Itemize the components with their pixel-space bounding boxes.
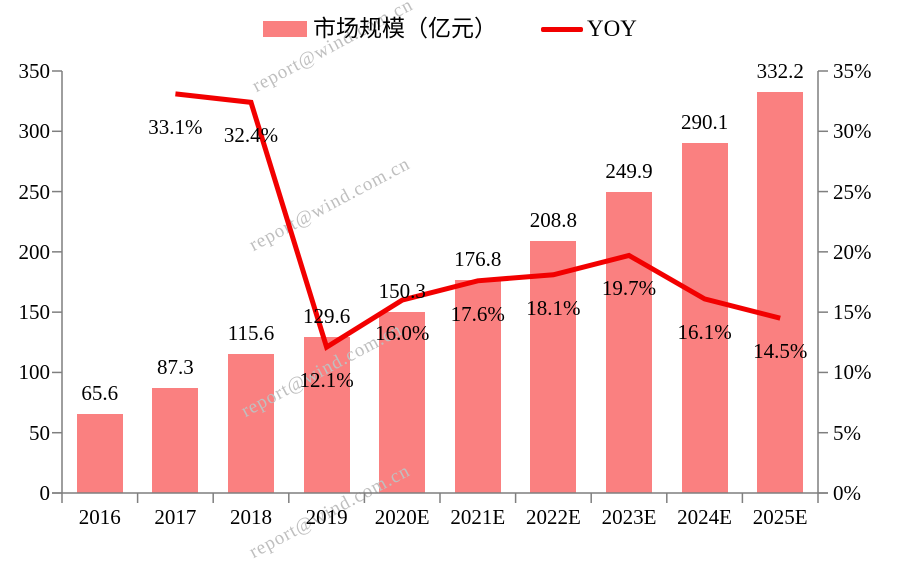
- yoy-label-2025E: 14.5%: [753, 339, 808, 364]
- bar-2022E: [530, 241, 577, 493]
- right-y-tick-label: 10%: [833, 360, 872, 385]
- right-y-tick-label: 0%: [833, 481, 861, 505]
- x-tick-label-2025E: 2025E: [752, 505, 808, 529]
- bar-2018: [228, 353, 274, 493]
- bar-2016: [76, 413, 123, 493]
- right-y-tick-label: 30%: [833, 119, 872, 144]
- left-y-tick-label: 300: [18, 119, 51, 144]
- yoy-legend-line-icon: [541, 26, 583, 32]
- left-y-tick-label: 250: [18, 179, 51, 204]
- bar-value-label-2017: 87.3: [157, 354, 194, 379]
- left-y-tick-label: 350: [18, 59, 51, 83]
- market-size-legend-swatch-icon: [263, 21, 307, 37]
- right-y-tick-label: 25%: [833, 179, 872, 204]
- x-tick-label-2018: 2018: [230, 505, 272, 529]
- yoy-label-2018: 32.4%: [223, 123, 279, 148]
- bar-value-label-2021E: 176.8: [454, 246, 502, 271]
- x-tick-label-2023E: 2023E: [601, 505, 657, 529]
- x-tick-label-2019: 2019: [305, 505, 348, 529]
- bar-2019: [303, 336, 350, 493]
- bar-value-label-2022E: 208.8: [529, 208, 578, 233]
- left-y-tick-label: 100: [18, 360, 51, 385]
- x-tick-label-2021E: 2021E: [450, 505, 506, 529]
- watermark-text: report@wind.com.cn: [245, 153, 414, 256]
- legend: 市场规模（亿元） YOY: [263, 12, 637, 46]
- x-tick-label-2024E: 2024E: [677, 505, 732, 529]
- yoy-label-2023E: 19.7%: [601, 276, 657, 301]
- right-y-tick-label: 15%: [833, 300, 872, 325]
- right-y-tick-label: 5%: [833, 420, 861, 445]
- right-y-tick-label: 35%: [833, 59, 872, 83]
- bar-2025E: [757, 92, 804, 493]
- bar-value-label-2024E: 290.1: [680, 110, 729, 135]
- bar-2017: [152, 387, 199, 493]
- right-y-tick-label: 20%: [833, 239, 872, 264]
- bar-value-label-2025E: 332.2: [756, 59, 804, 84]
- yoy-legend-label: YOY: [587, 16, 637, 41]
- x-tick-label-2020E: 2020E: [374, 505, 430, 529]
- bar-2023E: [606, 191, 652, 493]
- yoy-label-2019: 12.1%: [299, 368, 354, 393]
- bar-value-label-2016: 65.6: [81, 380, 119, 405]
- x-tick-label-2016: 2016: [78, 505, 121, 529]
- left-y-tick-label: 150: [18, 300, 51, 325]
- x-tick-label-2017: 2017: [154, 505, 197, 529]
- x-tick-label-2022E: 2022E: [525, 505, 581, 529]
- left-y-tick-label: 200: [18, 239, 51, 264]
- bar-value-label-2023E: 249.9: [605, 158, 653, 183]
- left-y-tick-label: 50: [29, 420, 50, 445]
- market-size-legend-label: 市场规模（亿元）: [313, 16, 497, 41]
- left-y-tick-label: 0: [39, 481, 51, 505]
